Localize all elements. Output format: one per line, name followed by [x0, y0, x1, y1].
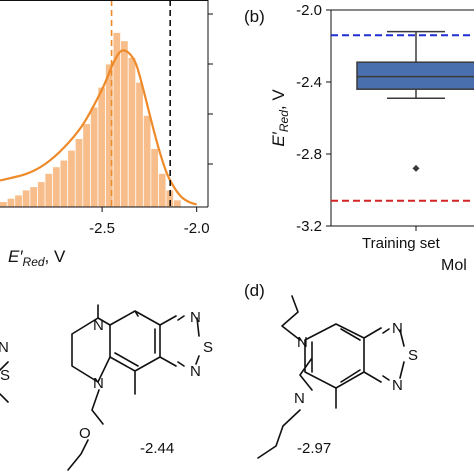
histogram-bar	[121, 41, 128, 207]
imine-double-bonds	[382, 328, 390, 381]
x-tick-label: Training set	[362, 235, 441, 252]
atom-n: N	[0, 339, 9, 356]
x-axis-label-main: E′	[8, 247, 23, 266]
atom-s: S	[0, 367, 10, 384]
kde-curve	[0, 49, 197, 206]
histogram-bar	[105, 64, 113, 207]
value-label-c: -2.44	[140, 440, 174, 457]
y-axis-label-main: E′	[269, 131, 288, 146]
value-label-d: -2.97	[297, 440, 331, 457]
y-axis-label-unit: , V	[269, 89, 288, 110]
histogram-bar	[98, 87, 106, 207]
histogram-bar	[37, 182, 45, 207]
imine-double-bonds	[177, 315, 185, 367]
histogram-bar	[0, 202, 7, 207]
panel-b-label: (b)	[244, 7, 265, 26]
histogram-bar	[158, 173, 166, 207]
atom-n: N	[392, 320, 403, 337]
partial-molecule-bonds	[0, 361, 9, 403]
ring-n-bonds	[97, 317, 111, 383]
atom-s: S	[203, 339, 213, 356]
x-axis-label-sub: Red	[23, 255, 45, 269]
histogram-bar	[83, 124, 90, 207]
histogram-bar	[45, 173, 53, 207]
y-tick-label: -3.2	[296, 218, 322, 235]
atom-n: N	[190, 309, 201, 326]
histogram-bar	[68, 150, 75, 207]
atom-o: O	[79, 425, 91, 442]
panel-d-structure	[257, 295, 405, 459]
atom-n: N	[93, 317, 104, 334]
outlier-point	[412, 164, 420, 172]
y-tick-label: -2.4	[296, 74, 322, 91]
histogram-bar	[151, 148, 159, 207]
panel-b-boxplot: (b) -2.0 -2.4 -2.8 -3.2 E′Red, V Training s…	[244, 2, 474, 274]
panel-d-label: (d)	[244, 281, 265, 300]
x-axis-label-unit: , V	[45, 247, 66, 266]
y-ticks: -2.0 -2.4 -2.8 -3.2	[296, 2, 331, 235]
histogram-bar	[52, 167, 60, 207]
x-tick-label: -2.5	[89, 220, 115, 237]
x-axis-label: E′Red, V	[8, 247, 66, 269]
atom-n: N	[294, 390, 305, 407]
atom-n: N	[190, 363, 201, 380]
molecule-bonds	[257, 295, 405, 459]
histogram-bars	[0, 32, 181, 207]
histogram-bar	[90, 107, 98, 207]
atom-s: S	[408, 347, 418, 364]
panel-c-structures	[0, 304, 200, 471]
histogram-bar	[7, 198, 15, 207]
histogram-bar	[75, 139, 83, 207]
y-tick-label: -2.0	[296, 2, 322, 19]
histogram-bar	[60, 160, 68, 207]
histogram-bar	[22, 190, 30, 207]
y-axis-label-sub: Red	[277, 110, 291, 132]
atom-n: N	[392, 377, 403, 394]
x-tick-label: -2.0	[184, 220, 210, 237]
x-axis-label-partial: Mol	[441, 257, 467, 274]
histogram-bar	[15, 195, 22, 207]
histogram-bar	[173, 200, 181, 207]
molecule-bonds	[67, 304, 200, 471]
histogram-bar	[30, 187, 38, 207]
histogram-bar	[143, 115, 151, 207]
histogram-bar	[166, 190, 174, 207]
histogram-bar	[113, 32, 121, 207]
atom-n: N	[93, 375, 104, 392]
panel-a-histogram: -2.5 -2.0 E′Red, V	[0, 0, 213, 269]
panel-b-frame	[330, 9, 474, 227]
interquartile-box	[356, 61, 474, 90]
histogram-bar	[128, 57, 136, 207]
y-tick-label: -2.8	[296, 146, 322, 163]
histogram-bar	[136, 82, 143, 207]
atom-n: N	[297, 334, 308, 351]
y-axis-label: E′Red, V	[269, 89, 291, 147]
